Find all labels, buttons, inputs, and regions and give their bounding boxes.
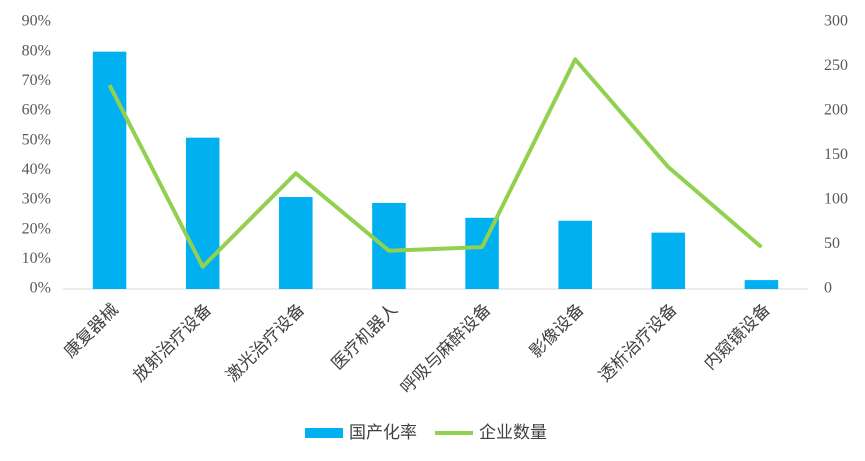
- x-tick-label: 激光治疗设备: [223, 300, 309, 386]
- y2-tick-label: 100: [824, 191, 848, 208]
- y-tick-label: 80%: [22, 42, 51, 59]
- y-tick-label: 20%: [22, 220, 51, 237]
- y-tick-label: 60%: [22, 102, 51, 119]
- y-tick-label: 30%: [22, 191, 51, 208]
- y2-tick-label: 300: [824, 13, 848, 30]
- line: [107, 57, 763, 269]
- bar: [465, 217, 499, 289]
- legend-label: 国产化率: [349, 423, 417, 443]
- y2-tick-label: 250: [824, 57, 848, 74]
- x-tick-label: 医疗机器人: [328, 300, 402, 374]
- y-tick-label: 70%: [22, 72, 51, 89]
- legend-label: 企业数量: [479, 423, 547, 443]
- y2-tick-label: 150: [824, 146, 848, 163]
- x-tick-label: 影像设备: [526, 300, 588, 362]
- x-tick-label: 透析治疗设备: [595, 300, 681, 386]
- y2-tick-label: 200: [824, 102, 848, 119]
- y2-tick-label: 50: [824, 235, 840, 252]
- x-tick-label: 放射治疗设备: [129, 300, 215, 386]
- bar: [372, 202, 406, 289]
- y-tick-label: 0%: [30, 280, 51, 297]
- x-tick-label: 康复器械: [60, 300, 122, 362]
- y-tick-label: 90%: [22, 13, 51, 30]
- y-tick-label: 40%: [22, 161, 51, 178]
- bar: [279, 197, 313, 289]
- x-tick-label: 呼吸与麻醉设备: [397, 300, 495, 398]
- y-tick-label: 10%: [22, 250, 51, 267]
- bar: [92, 51, 127, 289]
- legend-swatch: [305, 428, 343, 438]
- y-tick-label: 50%: [22, 131, 51, 148]
- bar: [558, 220, 592, 289]
- bar: [651, 232, 686, 289]
- y2-tick-label: 0: [824, 280, 832, 297]
- bar: [744, 280, 779, 289]
- x-tick-label: 内窥镜设备: [700, 300, 774, 374]
